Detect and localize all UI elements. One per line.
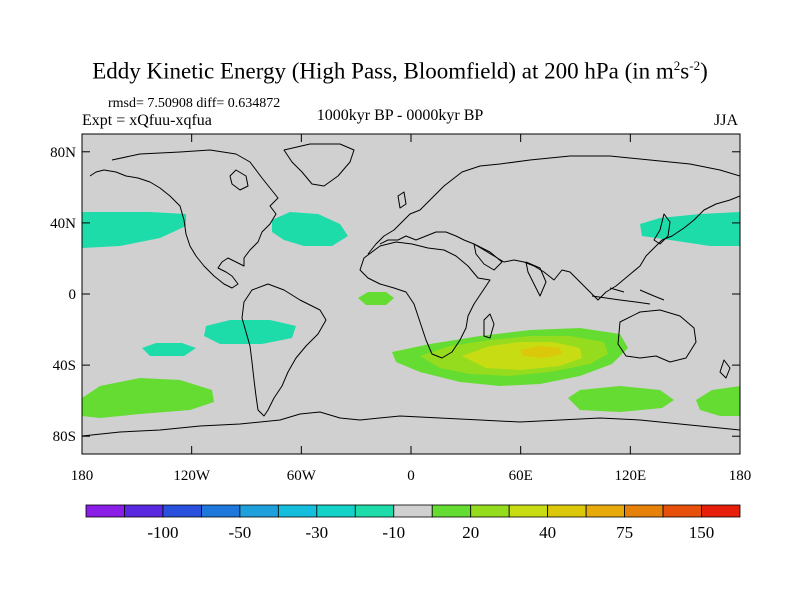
lon-tick-label: 0 — [407, 468, 415, 484]
anomaly-region-n-pacific-east — [82, 212, 186, 248]
colorbar-label: -10 — [382, 523, 405, 542]
anomaly-region-s-indian-east — [568, 386, 674, 412]
colorbar-swatch — [239, 504, 279, 518]
coastline-arabia — [473, 243, 503, 271]
colorbar-swatch — [508, 504, 549, 518]
lon-tick-label: 120E — [614, 468, 646, 484]
coastline-indonesia — [591, 287, 665, 305]
colorbar-swatch — [662, 504, 702, 518]
colorbar-swatch — [624, 504, 664, 518]
anomaly-region-s-indian-core — [520, 346, 562, 358]
colorbar-swatch — [547, 504, 587, 518]
colorbar-swatch — [393, 504, 433, 518]
colorbar-label: 20 — [462, 523, 479, 542]
coastline-india — [525, 261, 547, 297]
colorbar-label: -100 — [147, 523, 178, 542]
lon-tick-label: 120W — [173, 468, 211, 484]
coastline-south-america — [241, 283, 327, 417]
colorbar: -100 -50 -30 -10 20 40 75 150 — [85, 504, 741, 542]
lat-tick-label: 80S — [53, 429, 76, 445]
colorbar-swatch — [201, 504, 241, 518]
anomaly-region-s-pacific-1 — [204, 320, 296, 344]
lat-tick-label: 0 — [69, 287, 77, 303]
coastline-australia — [617, 309, 697, 363]
coastline-japan — [653, 213, 671, 245]
lon-tick-label: 180 — [729, 468, 752, 484]
lon-tick-label: 60E — [509, 468, 533, 484]
colorbar-swatch — [316, 504, 356, 518]
lat-tick-label: 80N — [50, 145, 76, 161]
anomaly-fields — [82, 212, 740, 418]
lon-tick-label: 60W — [287, 468, 317, 484]
anomaly-region-n-pacific-west — [640, 212, 740, 246]
anomaly-region-n-atlantic — [272, 212, 348, 246]
colorbar-label: 150 — [689, 523, 715, 542]
lat-tick-label: 40S — [53, 358, 76, 374]
coastline-greenland — [283, 143, 355, 187]
colorbar-swatch — [85, 504, 125, 518]
colorbar-swatch — [124, 504, 164, 518]
anomaly-region-tropical-atlantic — [358, 292, 394, 305]
coastline-africa — [359, 241, 491, 359]
coastlines — [82, 143, 740, 437]
rmsd-diff-label: rmsd= 7.50908 diff= 0.634872 — [108, 96, 281, 111]
coastline-new-zealand — [719, 359, 731, 379]
anomaly-region-southern-east — [696, 386, 740, 416]
colorbar-label: -50 — [229, 523, 252, 542]
coastline-north-america — [89, 149, 279, 289]
coastline-eurasia — [367, 155, 740, 301]
colorbar-swatch — [585, 504, 625, 518]
latitude-axis: 80N 40N 0 40S 80S — [50, 145, 740, 445]
period-label: 1000kyr BP - 0000kyr BP — [316, 107, 484, 124]
coastline-antarctica — [82, 411, 740, 437]
experiment-label: Expt = xQfuu-xqfua — [82, 112, 212, 129]
colorbar-swatch — [162, 504, 202, 518]
season-label: JJA — [714, 112, 739, 129]
plot-title: Eddy Kinetic Energy (High Pass, Bloomfie… — [92, 58, 708, 84]
anomaly-region-s-pacific-2 — [142, 343, 196, 356]
colorbar-label: -30 — [305, 523, 328, 542]
lon-tick-label: 180 — [71, 468, 94, 484]
colorbar-swatch — [701, 504, 741, 518]
coastline-hudson-bay — [229, 169, 249, 191]
anomaly-region-southern-pacific — [82, 378, 214, 418]
colorbar-label: 75 — [616, 523, 633, 542]
colorbar-swatch — [354, 504, 395, 518]
colorbar-swatch — [470, 504, 510, 518]
longitude-axis: 180 120W 60W 0 60E 120E 180 — [71, 134, 752, 484]
lat-tick-label: 40N — [50, 216, 76, 232]
coastline-uk — [397, 191, 407, 209]
colorbar-label: 40 — [539, 523, 556, 542]
colorbar-swatch — [431, 504, 472, 518]
coastline-madagascar — [483, 313, 495, 339]
colorbar-swatch — [277, 504, 318, 518]
